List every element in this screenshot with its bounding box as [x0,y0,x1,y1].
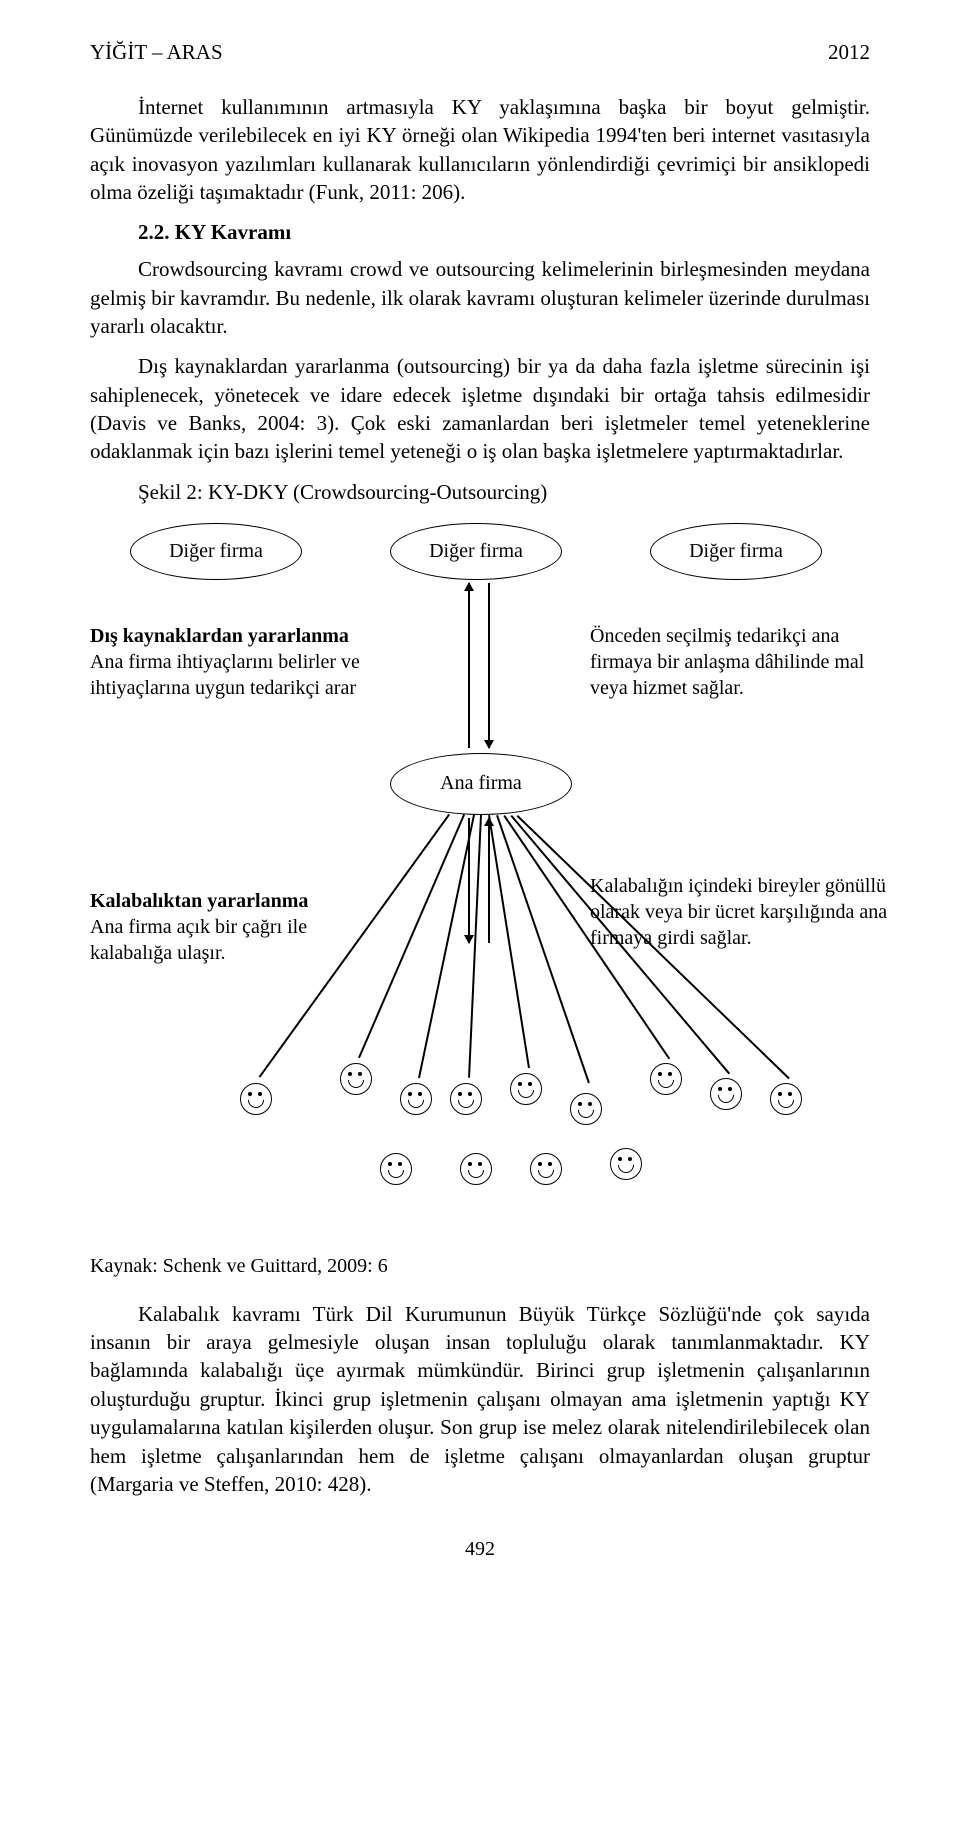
arrow-arrow-up [488,818,490,943]
smiley-icon [650,1063,682,1095]
smiley-icon [570,1093,602,1125]
section-heading: 2.2. KY Kavramı [138,220,870,245]
crowdsourcing-left-text: Kalabalıktan yararlanmaAna firma açık bi… [90,888,380,966]
outsourcing-right-text: Önceden seçilmiş tedarikçi ana firmaya b… [590,623,880,701]
smiley-icon [530,1153,562,1185]
smiley-icon [510,1073,542,1105]
other-firm-ellipse: Diğer firma [390,523,562,580]
smiley-icon [380,1153,412,1185]
smiley-icon [240,1083,272,1115]
paragraph-4: Kalabalık kavramı Türk Dil Kurumunun Büy… [90,1300,870,1498]
figure-source: Kaynak: Schenk ve Guittard, 2009: 6 [90,1255,870,1278]
header-right: 2012 [828,40,870,65]
smiley-icon [450,1083,482,1115]
other-firm-ellipse: Diğer firma [650,523,822,580]
paragraph-3: Dış kaynaklardan yararlanma (outsourcing… [90,352,870,465]
smiley-icon [710,1078,742,1110]
outsourcing-left-text: Dış kaynaklardan yararlanmaAna firma iht… [90,623,400,701]
smiley-icon [340,1063,372,1095]
page-number: 492 [90,1538,870,1561]
arrow-arrow-up [468,583,470,748]
crowdsourcing-right-text: Kalabalığın içindeki bireyler gönüllü ol… [590,873,890,951]
page-container: YİĞİT – ARAS 2012 İnternet kullanımının … [0,0,960,1621]
smiley-icon [610,1148,642,1180]
main-firm-ellipse: Ana firma [390,753,572,815]
paragraph-2: Crowdsourcing kavramı crowd ve outsourci… [90,255,870,340]
smiley-icon [770,1083,802,1115]
arrow-arrow-down [488,583,490,748]
smiley-icon [460,1153,492,1185]
smiley-icon [400,1083,432,1115]
other-firm-ellipse: Diğer firma [130,523,302,580]
ky-dky-diagram: Diğer firma Diğer firma Diğer firma Ana fir… [90,523,870,1243]
figure-caption: Şekil 2: KY-DKY (Crowdsourcing-Outsourci… [138,480,870,505]
running-header: YİĞİT – ARAS 2012 [90,40,870,65]
crowd-connector-line [469,815,482,1078]
header-left: YİĞİT – ARAS [90,40,223,65]
paragraph-1: İnternet kullanımının artmasıyla KY yakl… [90,93,870,206]
